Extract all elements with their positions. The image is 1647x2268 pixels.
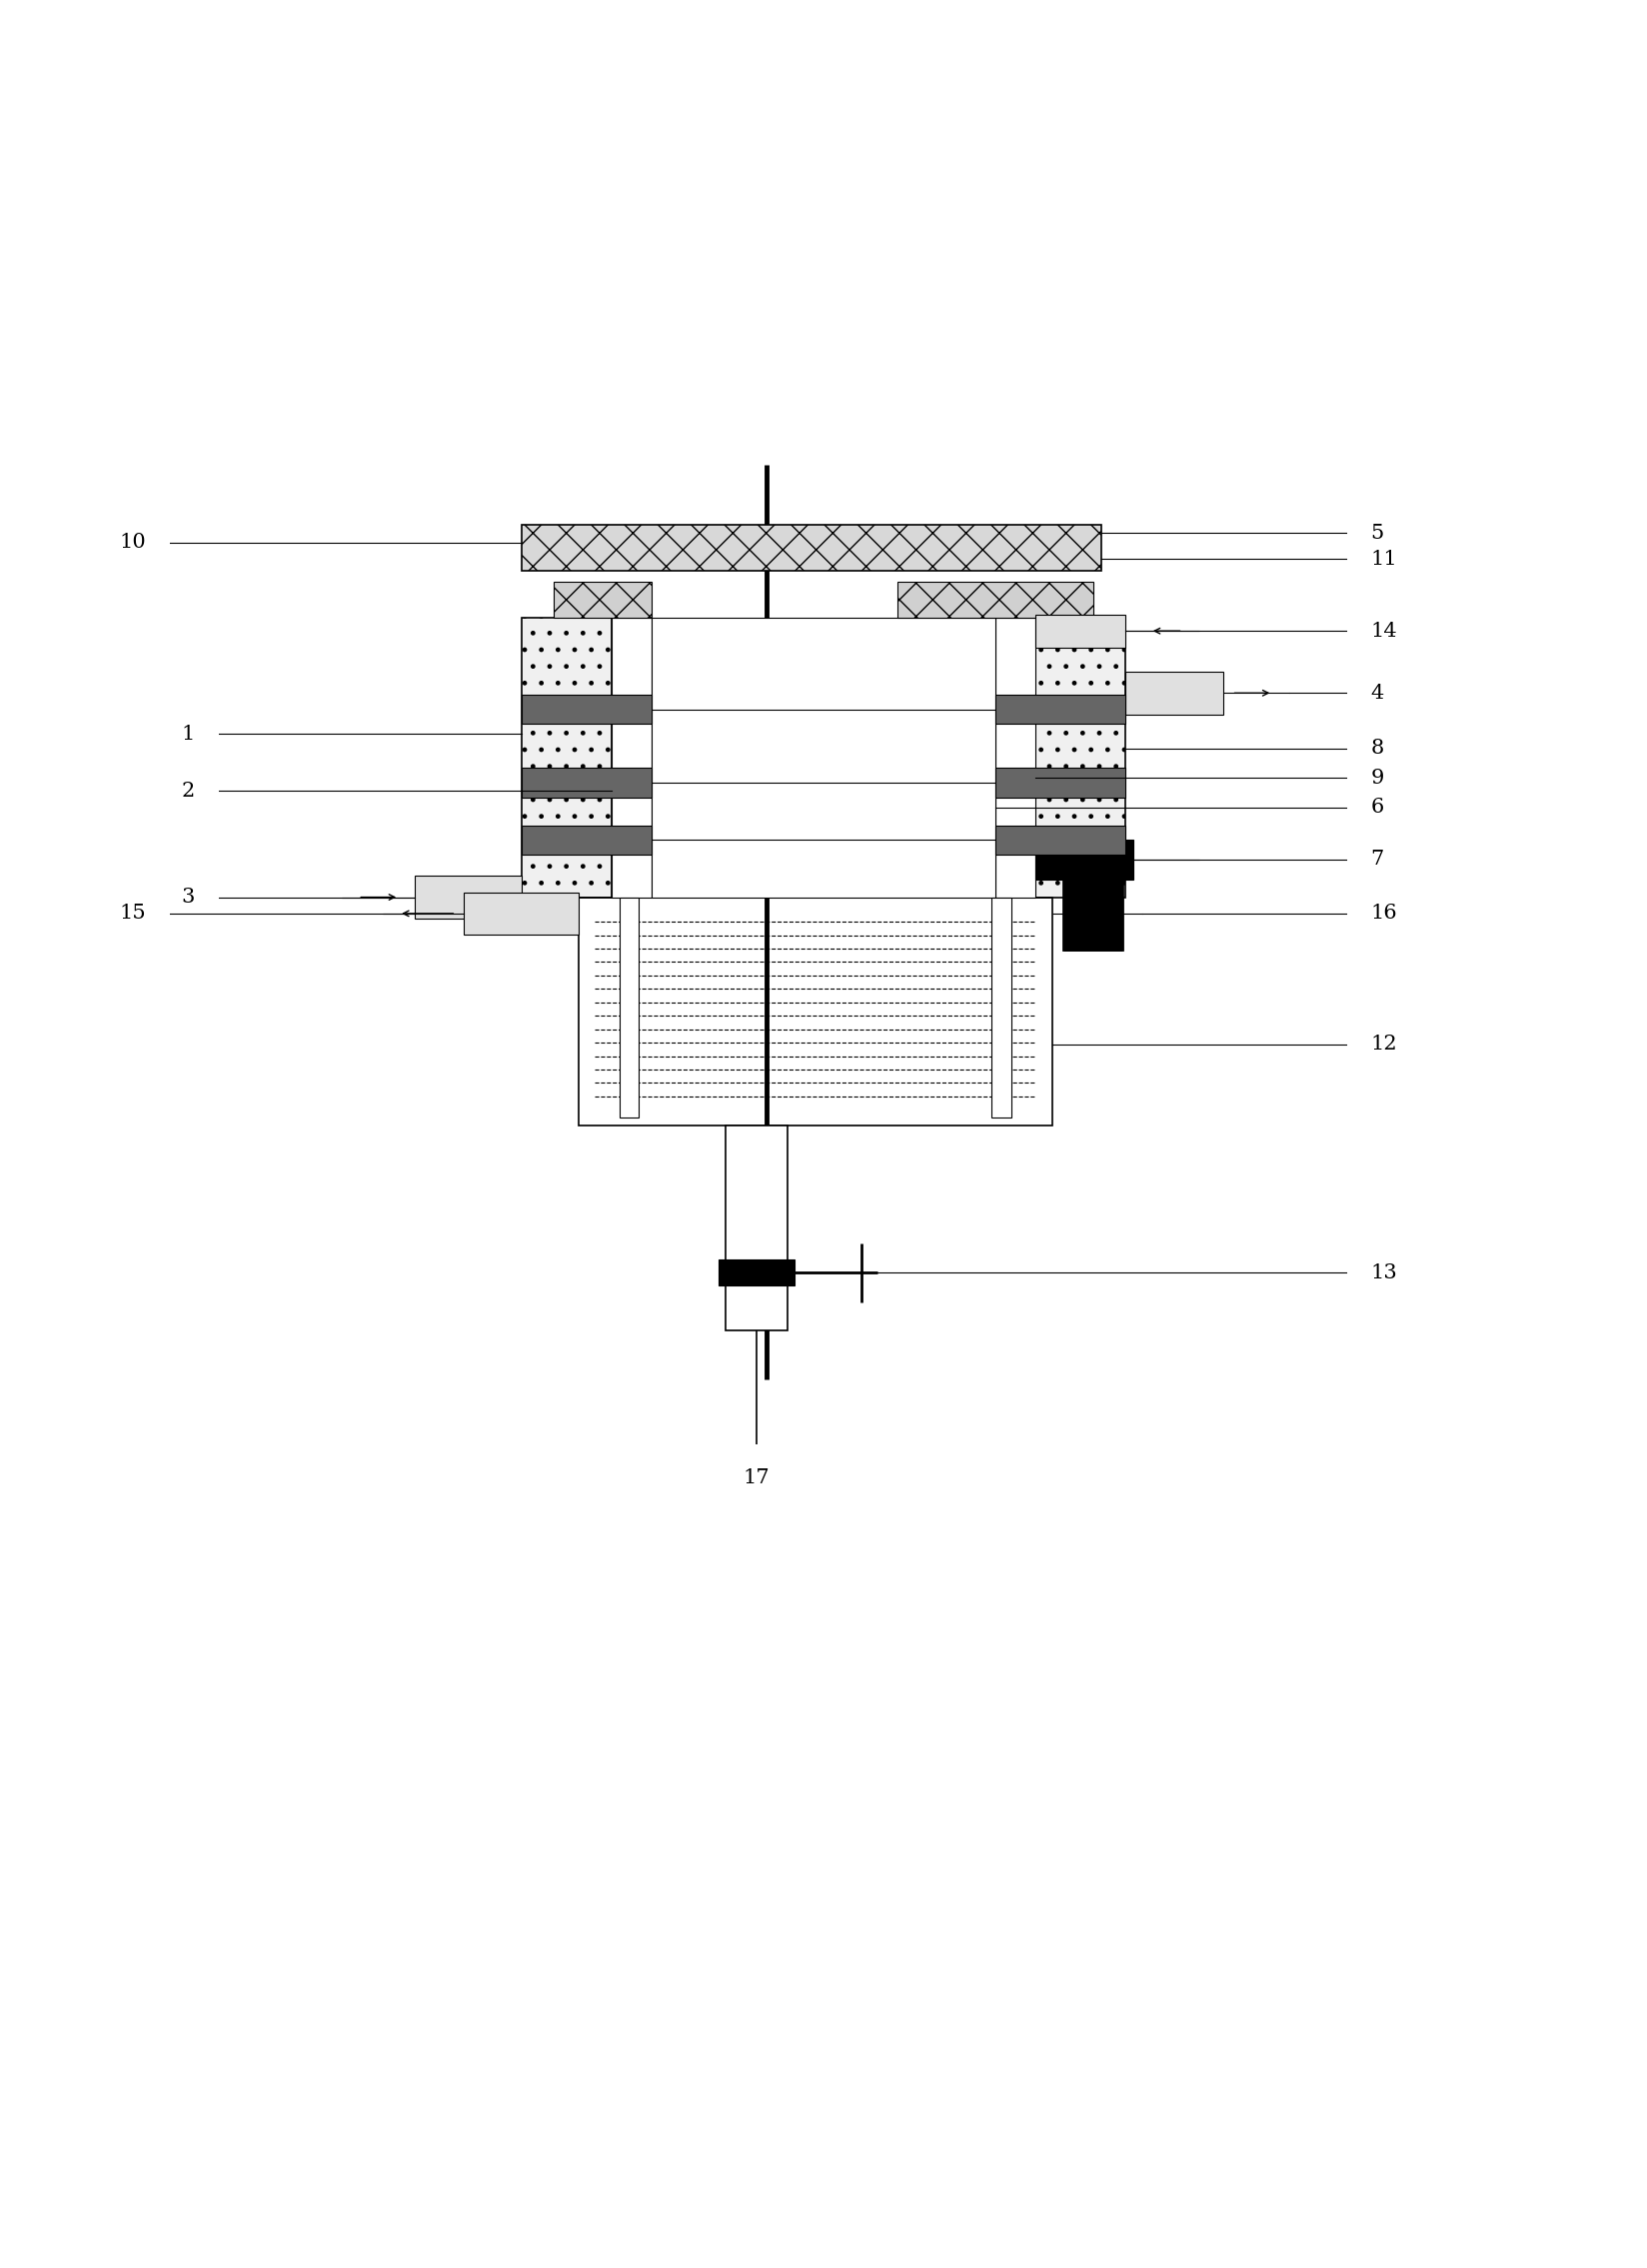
Bar xyxy=(991,898,1011,1118)
Text: 14: 14 xyxy=(1370,621,1397,640)
Bar xyxy=(720,1259,794,1286)
Bar xyxy=(995,826,1125,855)
Text: 3: 3 xyxy=(181,887,194,907)
Bar xyxy=(464,891,578,934)
Bar xyxy=(1036,615,1125,646)
Bar xyxy=(578,898,1052,1125)
Text: 8: 8 xyxy=(1370,739,1383,758)
Text: 9: 9 xyxy=(1370,769,1383,787)
Bar xyxy=(553,583,652,617)
Text: 17: 17 xyxy=(743,1470,769,1488)
Bar xyxy=(522,524,1102,572)
Bar xyxy=(726,1125,787,1329)
Bar xyxy=(522,826,652,855)
Bar xyxy=(522,617,611,898)
Bar xyxy=(1036,617,1125,898)
Bar xyxy=(415,875,522,919)
Text: 16: 16 xyxy=(1370,905,1397,923)
Bar xyxy=(995,617,1036,898)
Bar xyxy=(1125,671,1224,714)
Bar xyxy=(652,617,995,898)
Text: 4: 4 xyxy=(1370,683,1383,703)
Text: 11: 11 xyxy=(1370,549,1397,569)
Bar xyxy=(611,617,652,898)
Bar xyxy=(995,694,1125,723)
Bar xyxy=(898,583,1094,617)
Text: 10: 10 xyxy=(119,533,145,551)
Bar xyxy=(1036,839,1133,880)
Bar xyxy=(995,769,1125,798)
Text: 2: 2 xyxy=(181,782,194,801)
Text: 5: 5 xyxy=(1370,524,1383,542)
Bar xyxy=(619,898,639,1118)
Text: 7: 7 xyxy=(1370,850,1383,869)
Bar xyxy=(522,694,652,723)
Text: 15: 15 xyxy=(119,905,145,923)
Bar xyxy=(522,769,652,798)
Bar xyxy=(1064,878,1122,950)
Text: 6: 6 xyxy=(1370,798,1383,816)
Text: 13: 13 xyxy=(1370,1263,1397,1281)
Text: 1: 1 xyxy=(181,723,194,744)
Text: 12: 12 xyxy=(1370,1034,1397,1055)
